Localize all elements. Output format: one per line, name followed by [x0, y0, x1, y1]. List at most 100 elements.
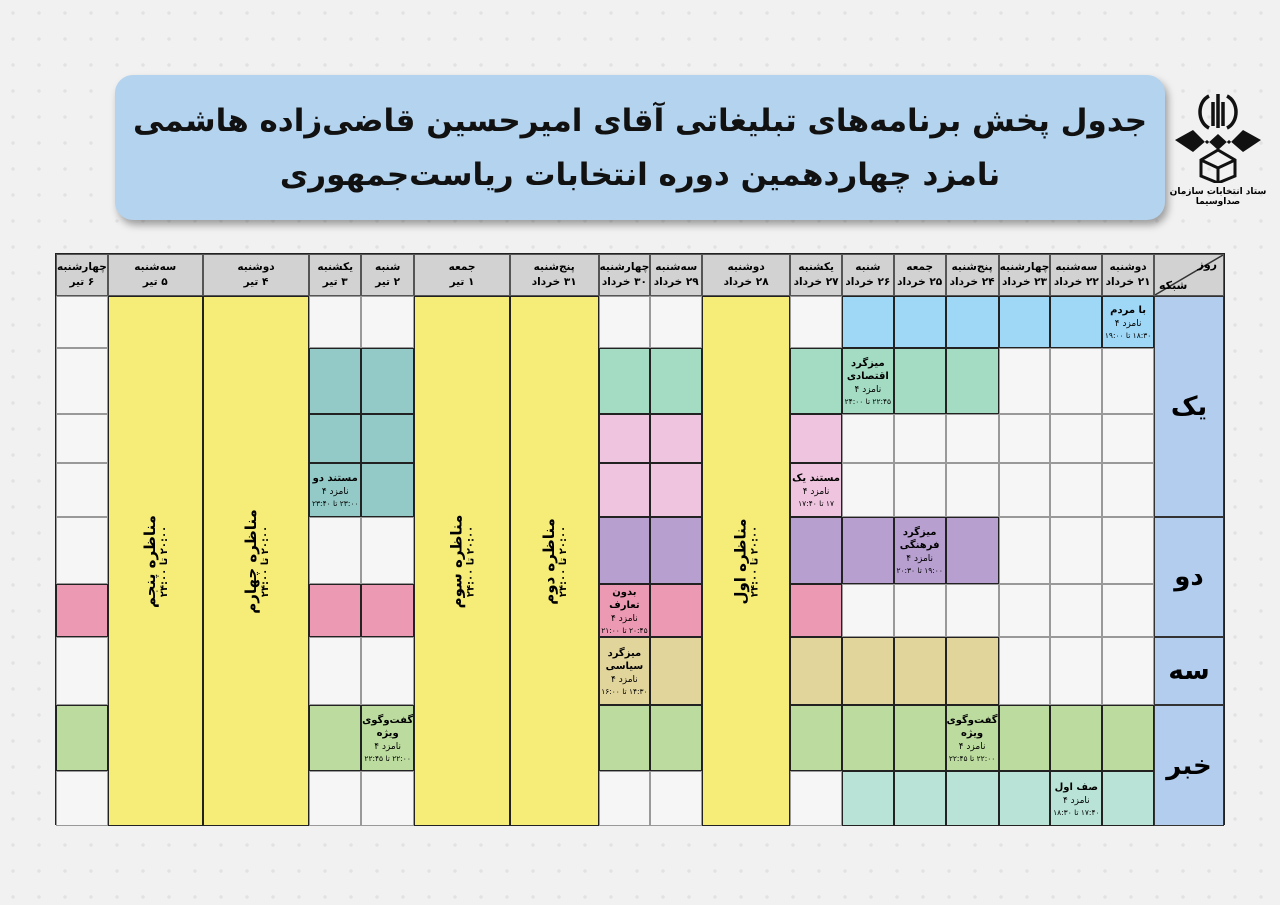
debate-name: مناظره اول [731, 517, 750, 605]
schedule-cell [361, 771, 415, 826]
channel-name: یک [1170, 391, 1208, 422]
schedule-cell [841, 463, 894, 517]
day-name: چهارشنبه [599, 261, 650, 273]
schedule-cell [1102, 771, 1154, 826]
schedule-cell [56, 348, 108, 414]
program-time: ۲۰:۴۵ تا ۲۱:۰۰ [601, 626, 648, 635]
schedule-cell [945, 517, 999, 584]
program-title: میزگرد سیاسی [605, 647, 644, 672]
program-cell: گفت‌وگوی ویژه نامزد ۴ ۲۲:۰۰ تا ۲۲:۴۵ [945, 705, 999, 771]
day-date: ۲۹ خرداد [653, 276, 699, 288]
schedule-cell [650, 414, 703, 463]
day-header: شنبه ۲۶ خرداد [841, 254, 894, 296]
schedule-cell [56, 637, 108, 705]
irib-election-logo: ستاد انتخابات سازمان صداوسیما [1168, 88, 1268, 207]
day-name: پنج‌شنبه [533, 261, 575, 273]
program-cell: میزگرد سیاسی نامزد ۴ ۱۴:۳۰ تا ۱۶:۰۰ [598, 637, 651, 705]
channel-label-2: دو [1154, 517, 1224, 637]
schedule-cell [945, 463, 999, 517]
schedule-cell [650, 348, 703, 414]
schedule-cell [998, 463, 1051, 517]
schedule-cell [1102, 414, 1154, 463]
schedule-cell [998, 771, 1051, 826]
day-header: سه‌شنبه ۲۲ خرداد [1050, 254, 1103, 296]
schedule-cell [309, 517, 362, 584]
debate-column: مناظره دوم ۲۰:۰۰ تا ۲۴:۰۰ [509, 296, 599, 826]
program-candidate: نامزد ۴ [1062, 795, 1090, 806]
program-candidate: نامزد ۴ [906, 554, 934, 564]
schedule-cell [841, 637, 894, 705]
schedule-cell [361, 584, 415, 637]
schedule-cell [309, 771, 362, 826]
day-name: دوشنبه [237, 261, 275, 273]
program-time: ۱۸:۳۰ تا ۱۹:۰۰ [1104, 331, 1152, 340]
title-line-2: نامزد چهاردهمین دوره انتخابات ریاست‌جمهو… [279, 156, 1001, 193]
day-header: سه‌شنبه ۲۹ خرداد [650, 254, 703, 296]
program-cell: بدون تعارف نامزد ۴ ۲۰:۴۵ تا ۲۱:۰۰ [598, 584, 651, 637]
day-date: ۲۸ خرداد [723, 276, 769, 288]
debate-column: مناظره اول ۲۰:۰۰ تا ۲۴:۰۰ [702, 296, 791, 826]
corner-header: روز شبکه [1154, 254, 1224, 296]
channel-name: خبر [1166, 750, 1212, 781]
schedule-cell [1050, 296, 1103, 348]
day-header: شنبه ۲ تیر [361, 254, 415, 296]
day-date: ۳۰ خرداد [601, 276, 647, 288]
debate-column: مناظره پنجم ۲۰:۰۰ تا ۲۴:۰۰ [107, 296, 203, 826]
program-candidate: نامزد ۴ [958, 741, 986, 752]
schedule-cell [1050, 463, 1103, 517]
program-time: ۱۹:۰۰ تا ۲۰:۳۰ [896, 566, 943, 575]
schedule-cell [1050, 348, 1103, 414]
debate-column: مناظره سوم ۲۰:۰۰ تا ۲۴:۰۰ [414, 296, 510, 826]
schedule-cell [790, 705, 842, 771]
schedule-cell [309, 705, 362, 771]
program-time: ۲۲:۴۵ تا ۲۴:۰۰ [844, 396, 892, 406]
day-header: پنج‌شنبه ۳۱ خرداد [509, 254, 599, 296]
program-time: ۱۴:۳۰ تا ۱۶:۰۰ [601, 686, 648, 696]
schedule-cell [1102, 584, 1154, 637]
schedule-cell [998, 296, 1051, 348]
schedule-cell [650, 771, 703, 826]
schedule-cell [598, 414, 651, 463]
schedule-cell [893, 414, 946, 463]
schedule-cell [893, 463, 946, 517]
schedule-cell [309, 414, 362, 463]
day-name: دوشنبه [727, 261, 765, 273]
day-header: پنج‌شنبه ۲۴ خرداد [945, 254, 999, 296]
schedule-cell [56, 705, 108, 771]
schedule-cell [650, 463, 703, 517]
schedule-cell [945, 771, 999, 826]
debate-time: ۲۰:۰۰ تا ۲۴:۰۰ [557, 525, 569, 597]
schedule-cell [1050, 517, 1103, 584]
day-date: ۲۲ خرداد [1053, 276, 1099, 288]
schedule-cell [598, 705, 651, 771]
schedule-cell [361, 637, 415, 705]
program-time: ۲۲:۰۰ تا ۲۲:۴۵ [948, 753, 996, 763]
day-header: سه‌شنبه ۵ تیر [107, 254, 203, 296]
day-date: ۲۱ خرداد [1105, 276, 1151, 288]
schedule-cell [598, 771, 651, 826]
program-cell: گفت‌وگوی ویژه نامزد ۴ ۲۲:۰۰ تا ۲۲:۴۵ [361, 705, 415, 771]
program-cell: صف اول نامزد ۴ ۱۷:۴۰ تا ۱۸:۳۰ [1050, 771, 1103, 826]
program-candidate: نامزد ۴ [802, 487, 830, 497]
schedule-cell [790, 348, 842, 414]
channel-name: دو [1174, 562, 1204, 592]
schedule-cell [361, 463, 415, 517]
schedule-cell [893, 584, 946, 637]
title-line-1: جدول پخش برنامه‌های تبلیغاتی آقای امیرحس… [132, 102, 1148, 139]
schedule-cell [998, 517, 1051, 584]
day-name: جمعه [448, 261, 476, 273]
schedule-cell [945, 348, 999, 414]
schedule-cell [56, 517, 108, 584]
schedule-cell [56, 584, 108, 637]
schedule-cell [841, 414, 894, 463]
schedule-cell [841, 771, 894, 826]
schedule-cell [1050, 584, 1103, 637]
debate-name: مناظره پنجم [140, 514, 159, 608]
schedule-cell [790, 771, 842, 826]
schedule-cell [790, 414, 842, 463]
schedule-cell [945, 637, 999, 705]
program-time: ۱۷:۴۰ تا ۱۸:۳۰ [1053, 807, 1100, 817]
schedule-cell [56, 463, 108, 517]
corner-channel-label: شبکه [1159, 279, 1188, 292]
schedule-cell [1102, 517, 1154, 584]
